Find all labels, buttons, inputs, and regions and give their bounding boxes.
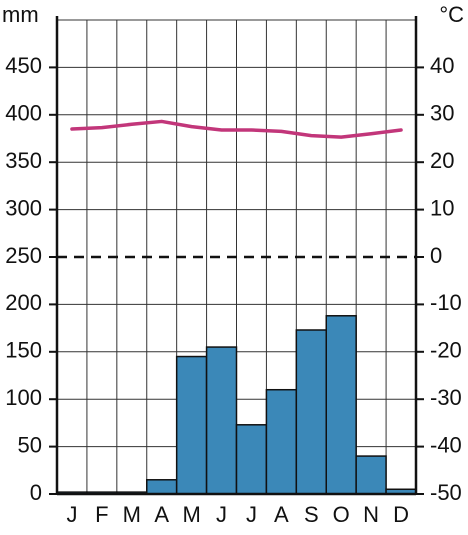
- temperature-line: [70, 119, 403, 139]
- bar: [325, 315, 357, 495]
- y2-tick-label: -10: [430, 290, 462, 315]
- bar: [235, 424, 268, 495]
- x-tick-label: O: [333, 502, 350, 527]
- y2-tick-label: 40: [430, 53, 454, 78]
- x-tick-label: N: [363, 502, 379, 527]
- bar: [265, 388, 298, 495]
- x-tick-label: M: [123, 502, 141, 527]
- y2-tick-label: -30: [430, 385, 462, 410]
- y-tick-label: 400: [5, 101, 42, 126]
- y-tick-label: 200: [5, 290, 42, 315]
- y-tick-label: 250: [5, 243, 42, 268]
- y2-tick-label: 10: [430, 195, 454, 220]
- y2-tick-label: -20: [430, 338, 462, 363]
- x-tick-label: J: [66, 502, 77, 527]
- x-tick-label: D: [393, 502, 409, 527]
- y2-axis-label: °C: [439, 2, 464, 27]
- y-axis-label: mm: [2, 2, 39, 27]
- bar: [175, 355, 208, 495]
- x-tick-label: M: [182, 502, 200, 527]
- x-tick-label: A: [274, 502, 289, 527]
- x-tick-label: J: [246, 502, 257, 527]
- y-tick-label: 50: [18, 432, 42, 457]
- x-tick-label: F: [95, 502, 108, 527]
- y2-tick-label: -40: [430, 432, 462, 457]
- x-tick-label: S: [304, 502, 319, 527]
- bar: [205, 346, 238, 495]
- bar: [295, 329, 328, 495]
- y-tick-label: 100: [5, 385, 42, 410]
- y-tick-label: 0: [30, 480, 42, 505]
- bar: [146, 479, 178, 495]
- y2-tick-label: 30: [430, 101, 454, 126]
- y-tick-label: 350: [5, 148, 42, 173]
- x-tick-label: A: [154, 502, 169, 527]
- y2-tick-label: 20: [430, 148, 454, 173]
- x-tick-label: J: [216, 502, 227, 527]
- bar: [355, 455, 387, 495]
- y-tick-label: 450: [5, 53, 42, 78]
- y-tick-label: 300: [5, 195, 42, 220]
- y2-tick-label: 0: [430, 243, 442, 268]
- y2-tick-label: -50: [430, 480, 462, 505]
- y-tick-label: 150: [5, 338, 42, 363]
